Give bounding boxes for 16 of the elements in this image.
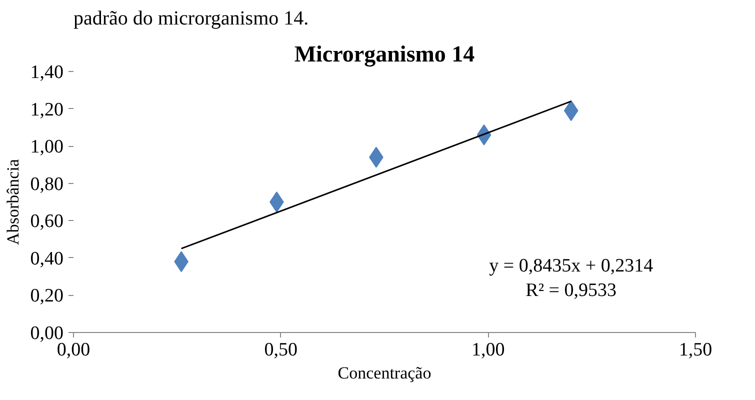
x-tick-label: 1,50 [678, 340, 712, 360]
y-tick-label: 1,20 [30, 99, 64, 120]
y-tick-label: 1,00 [30, 136, 64, 158]
chart-title: Microrganismo 14 [294, 42, 476, 68]
y-tick-label: 1,40 [30, 62, 64, 83]
y-tick-label: 0,40 [30, 248, 64, 270]
y-axis-title: Absorbância [3, 158, 22, 245]
y-tick-label: 0,80 [30, 174, 64, 195]
text: padrão do microrganismo 14. [74, 8, 309, 30]
annotation: y = 0,8435x + 0,2314 [489, 256, 654, 277]
annotation: R² = 0,9533 [526, 280, 617, 301]
y-tick-label: 0,60 [30, 211, 64, 232]
x-axis-title: Concentração [338, 364, 432, 382]
y-tick-label: 0,20 [30, 286, 64, 307]
x-tick-label: 0,50 [264, 340, 298, 360]
x-tick-label: 1,00 [472, 340, 505, 360]
